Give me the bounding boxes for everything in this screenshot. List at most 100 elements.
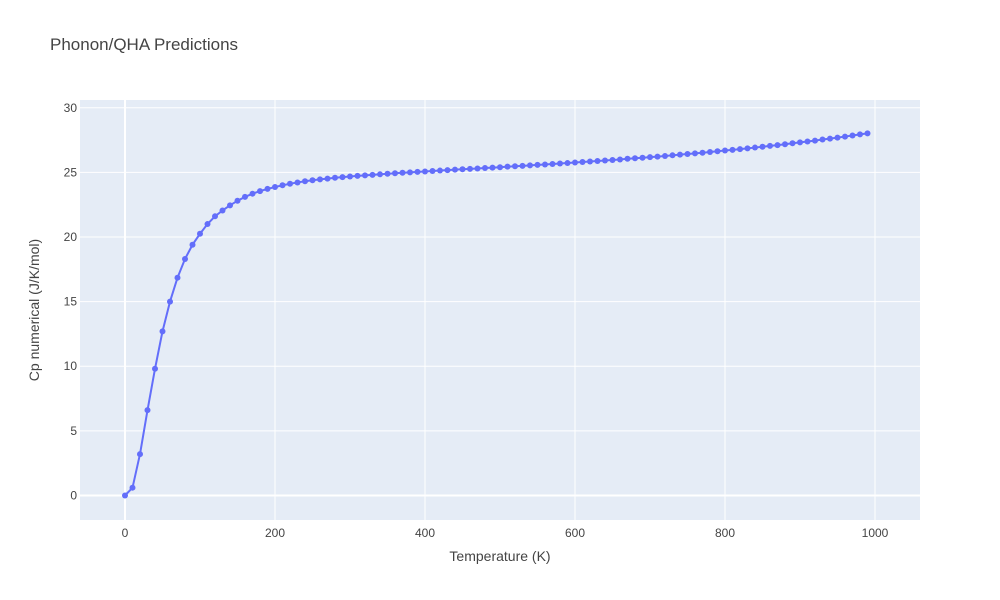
data-point — [654, 153, 661, 160]
data-point — [264, 185, 271, 192]
data-point — [819, 136, 826, 143]
data-point — [557, 160, 563, 167]
data-point — [182, 255, 188, 262]
data-point — [452, 166, 458, 173]
data-point — [474, 165, 481, 172]
data-point — [572, 159, 578, 166]
data-point — [444, 167, 451, 174]
data-point — [752, 144, 758, 151]
data-point — [527, 162, 533, 169]
data-point — [369, 171, 376, 178]
data-point — [279, 182, 286, 189]
data-point — [347, 173, 353, 180]
plot-area — [80, 100, 920, 520]
data-series — [122, 130, 871, 499]
data-point — [534, 161, 541, 168]
data-point — [609, 156, 616, 163]
data-point — [234, 197, 241, 204]
data-point — [639, 154, 646, 161]
data-point — [797, 139, 803, 146]
data-point — [714, 148, 721, 155]
y-tick-label: 30 — [64, 101, 78, 115]
y-axis-ticks: 0 5 10 15 20 25 30 — [64, 101, 78, 503]
y-axis-title: Cp numerical (J/K/mol) — [26, 239, 42, 381]
data-point — [414, 168, 421, 175]
data-point — [827, 135, 833, 142]
data-point — [377, 171, 383, 178]
data-point — [842, 133, 848, 140]
data-point — [437, 167, 443, 174]
data-point — [647, 154, 653, 161]
data-point — [152, 365, 158, 372]
y-tick-label: 10 — [64, 359, 78, 373]
data-point — [512, 163, 518, 170]
data-point — [392, 170, 398, 177]
data-point — [692, 150, 698, 157]
data-point — [459, 166, 466, 173]
data-point — [197, 230, 203, 237]
data-point — [707, 148, 713, 155]
data-point — [129, 484, 136, 491]
data-point — [422, 168, 428, 175]
data-point — [384, 170, 391, 177]
data-point — [339, 174, 346, 181]
data-point — [497, 164, 503, 171]
data-point — [302, 178, 308, 185]
data-point — [722, 147, 728, 154]
y-tick-label: 5 — [70, 424, 77, 438]
x-tick-label: 0 — [122, 526, 129, 540]
y-tick-label: 25 — [64, 165, 78, 179]
data-point — [212, 213, 218, 220]
data-point — [594, 158, 601, 164]
data-point — [519, 162, 526, 169]
x-axis-ticks: 0 200 400 600 800 1000 — [122, 526, 889, 540]
data-point — [174, 274, 181, 281]
data-point — [354, 172, 361, 179]
data-point — [504, 163, 511, 170]
data-point — [744, 145, 751, 152]
x-tick-label: 800 — [715, 526, 735, 540]
data-point — [167, 298, 173, 305]
data-point — [122, 492, 128, 499]
data-point — [624, 155, 631, 162]
data-point — [407, 169, 413, 176]
data-point — [362, 172, 368, 179]
data-point — [632, 155, 638, 162]
data-point — [804, 138, 811, 145]
data-point — [309, 177, 316, 184]
data-point — [669, 152, 676, 159]
data-point — [564, 160, 571, 167]
data-point — [737, 146, 743, 153]
x-axis-title: Temperature (K) — [449, 548, 550, 564]
data-point — [399, 169, 406, 176]
y-tick-label: 0 — [70, 488, 77, 502]
data-point — [857, 131, 863, 138]
data-point — [137, 451, 143, 458]
grid — [80, 100, 920, 520]
data-point — [317, 176, 323, 183]
data-point — [294, 179, 301, 186]
data-point — [789, 140, 796, 147]
data-point — [774, 142, 781, 149]
data-point — [542, 161, 548, 168]
data-point — [429, 167, 436, 174]
data-point — [549, 160, 556, 167]
data-point — [287, 180, 293, 187]
chart-title: Phonon/QHA Predictions — [50, 35, 238, 54]
data-point — [227, 202, 233, 209]
data-point — [767, 142, 773, 149]
data-point — [602, 157, 608, 164]
data-point — [249, 190, 256, 197]
series-line — [124, 132, 868, 497]
data-point — [219, 207, 226, 214]
data-point — [467, 165, 473, 172]
data-point — [662, 152, 668, 159]
data-point — [257, 188, 263, 195]
data-point — [684, 151, 691, 158]
x-tick-label: 600 — [565, 526, 585, 540]
data-point — [864, 130, 871, 137]
data-point — [699, 149, 706, 156]
data-point — [204, 221, 211, 228]
zero-lines — [80, 100, 920, 520]
